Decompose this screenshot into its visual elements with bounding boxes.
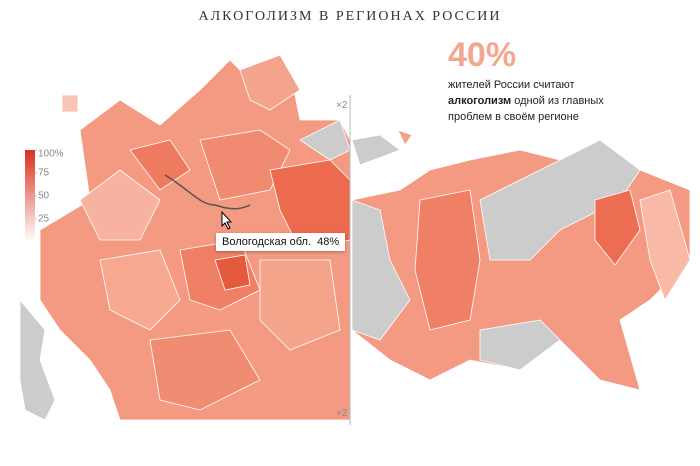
tooltip-region: Вологодская обл. [222, 236, 312, 248]
legend-tick-label: 75 [38, 167, 50, 179]
region [214, 254, 251, 291]
cursor [221, 210, 233, 230]
title: АЛКОГОЛИЗМ В РЕГИОНАХ РОССИИ [198, 9, 502, 24]
region [259, 259, 341, 351]
region [351, 199, 411, 341]
legend-tick-label: 100% [38, 148, 64, 160]
region [351, 134, 401, 166]
legend-scale [25, 150, 35, 242]
region-map [351, 129, 691, 391]
region [149, 329, 261, 411]
zoom-label: ×2 [336, 408, 348, 419]
region [99, 249, 181, 331]
lead-text: жителей России считают алкоголизм одной … [448, 77, 604, 125]
region [79, 169, 161, 241]
region [414, 189, 481, 331]
lead-line: жителей России считают [448, 79, 575, 91]
lead-text-part: одной из главных [511, 95, 604, 107]
selected-region-outline [164, 174, 251, 210]
zoomed-region-map [19, 54, 351, 421]
region [19, 298, 56, 421]
region [639, 189, 691, 301]
region [239, 54, 301, 111]
legend-tick-label: 50 [38, 190, 50, 202]
lead-line: проблем в своём регионе [448, 111, 579, 123]
legend-ticks [35, 149, 37, 220]
lead-line: алкоголизм одной из главных [448, 93, 604, 109]
lead-bold: алкоголизм [448, 95, 512, 107]
region [397, 129, 413, 146]
region [594, 189, 641, 266]
tooltip-value: 48% [317, 236, 340, 248]
zoom-label: ×2 [336, 100, 348, 111]
region [61, 94, 79, 113]
headline-figure: 40% [448, 36, 517, 74]
legend-tick-label: 25 [38, 213, 50, 225]
tooltip: Вологодская обл. 48% [216, 233, 346, 251]
region [479, 319, 561, 371]
region [129, 139, 191, 191]
